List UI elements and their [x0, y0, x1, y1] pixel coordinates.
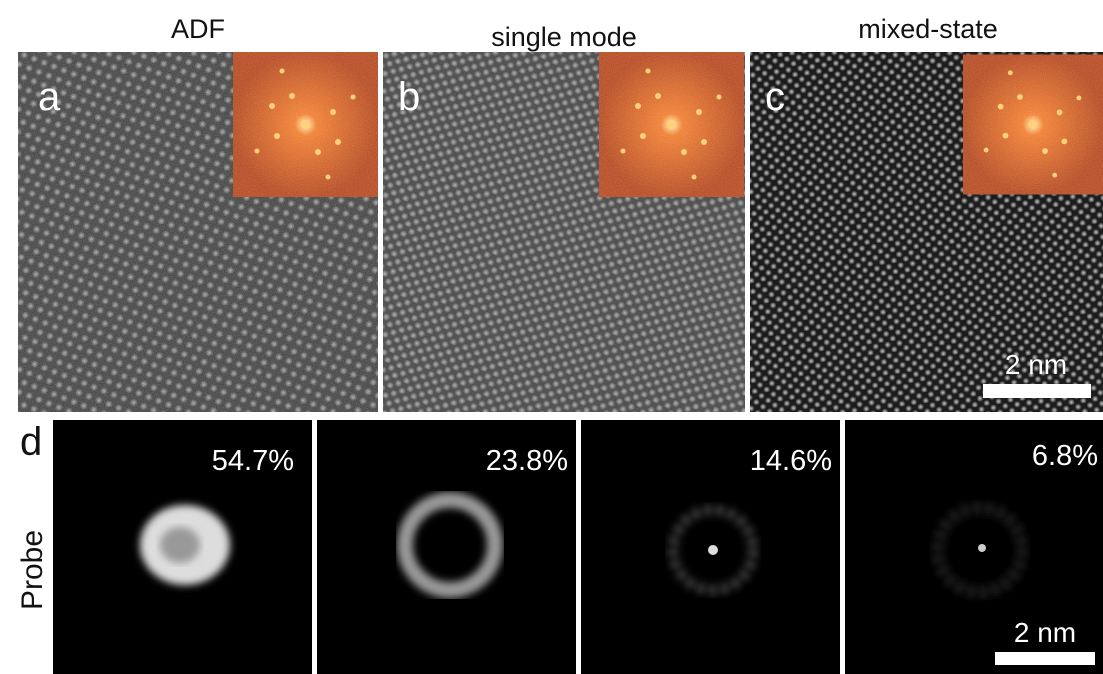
probe-1: 54.7% — [53, 420, 312, 674]
panel-label: a — [38, 75, 61, 119]
probe-3: 14.6% — [581, 420, 840, 674]
panel-title: single mode — [491, 22, 637, 52]
scale-bar — [995, 652, 1095, 665]
panel-title: ADF — [171, 14, 225, 44]
mode-weight: 54.7% — [212, 445, 294, 477]
panel-label: d — [20, 420, 42, 464]
axis-label: Probe — [16, 530, 49, 610]
probe-4: 6.8% 2 nm — [845, 420, 1103, 674]
scale-bar-label: 2 nm — [1005, 349, 1067, 380]
scale-bar — [983, 384, 1091, 398]
mode-weight: 23.8% — [486, 445, 568, 477]
figure: ADF single mode mixed-state a b c 2 nm d… — [0, 0, 1103, 674]
panel-label: c — [765, 75, 785, 119]
mode-weight: 6.8% — [1032, 440, 1098, 472]
scale-bar-label: 2 nm — [1014, 617, 1076, 648]
fft-inset — [599, 52, 744, 197]
fft-inset — [963, 55, 1103, 195]
panel-c: c 2 nm — [750, 52, 1103, 412]
panel-title: mixed-state — [858, 14, 998, 44]
panel-b: b — [383, 52, 745, 412]
panel-a: a — [18, 52, 378, 412]
panel-label: b — [398, 75, 420, 119]
fft-inset — [233, 52, 378, 197]
mode-weight: 14.6% — [750, 445, 832, 477]
probe-2: 23.8% — [317, 420, 576, 674]
